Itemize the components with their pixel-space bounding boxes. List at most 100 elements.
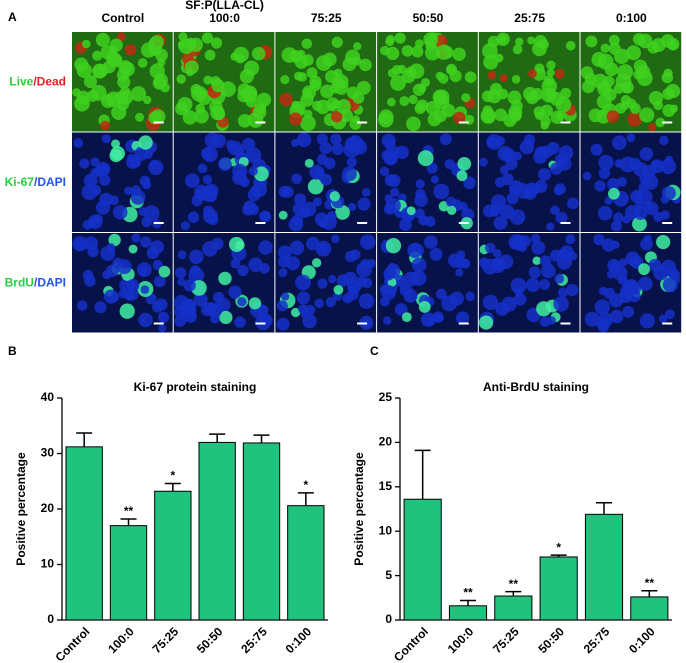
cell — [639, 172, 651, 185]
cell — [254, 102, 267, 114]
cell — [509, 209, 526, 225]
cell — [187, 211, 200, 224]
cell — [251, 46, 266, 61]
cell — [622, 305, 635, 318]
cell — [180, 221, 190, 231]
cell — [662, 277, 678, 293]
cell — [540, 115, 551, 127]
cell — [495, 136, 506, 146]
cell — [201, 32, 214, 44]
x-tick-label: 0:100 — [283, 624, 315, 656]
cell — [415, 179, 425, 189]
cell — [506, 192, 519, 205]
bar — [154, 490, 192, 621]
cell — [72, 88, 81, 97]
cell — [124, 291, 133, 300]
cell — [534, 145, 548, 159]
cell — [333, 284, 344, 295]
cell — [191, 195, 203, 207]
cell — [406, 116, 421, 132]
significance: ** — [463, 586, 473, 600]
cell — [226, 139, 236, 149]
cell — [134, 146, 149, 161]
cell — [174, 315, 186, 327]
cell — [347, 279, 362, 294]
cell — [498, 35, 507, 44]
cell — [245, 95, 258, 108]
cell — [143, 95, 152, 105]
significance: * — [556, 540, 561, 554]
cell — [158, 265, 171, 278]
cell — [510, 277, 527, 294]
x-tick-label: 25:75 — [238, 624, 270, 656]
cell — [112, 204, 128, 220]
cell — [306, 67, 318, 79]
cell — [387, 174, 401, 188]
micrograph — [580, 32, 682, 132]
cell — [87, 245, 99, 258]
error-bar — [414, 449, 431, 500]
cell — [379, 166, 390, 176]
cell — [202, 174, 213, 185]
cell — [546, 222, 555, 231]
cell — [150, 109, 166, 124]
cell — [278, 268, 288, 278]
cell — [230, 52, 239, 61]
cell — [428, 32, 438, 41]
cell — [489, 206, 500, 217]
micrograph — [478, 32, 580, 132]
cell — [633, 59, 648, 73]
cell — [638, 276, 653, 291]
cell — [304, 158, 314, 168]
cell — [417, 150, 434, 167]
panel-label: A — [8, 10, 17, 24]
x-tick-label: 100:0 — [445, 624, 477, 656]
cell — [378, 112, 394, 128]
cell — [301, 85, 317, 100]
cell — [197, 163, 208, 174]
cell — [414, 102, 426, 114]
cell — [639, 313, 655, 329]
cell — [383, 316, 392, 325]
cell — [607, 177, 620, 191]
cell — [116, 258, 132, 275]
cell — [298, 206, 311, 218]
y-tick-label: 5 — [385, 568, 392, 582]
cell — [323, 157, 336, 170]
cell — [452, 47, 466, 61]
cell — [482, 294, 499, 311]
cell — [90, 157, 100, 167]
cell — [342, 166, 357, 182]
cell — [418, 215, 429, 226]
cell — [204, 189, 218, 203]
significance: ** — [509, 577, 519, 591]
cell — [511, 75, 521, 84]
cell — [291, 101, 306, 116]
cell — [358, 293, 375, 309]
cell — [184, 60, 199, 75]
cell — [390, 75, 406, 91]
cell — [653, 100, 663, 111]
cell — [479, 157, 488, 167]
cell — [174, 267, 187, 279]
cell — [335, 205, 350, 220]
cell — [101, 94, 115, 108]
cell — [420, 312, 436, 327]
row-label-part: / — [34, 175, 38, 189]
cell — [106, 51, 122, 67]
cell — [536, 301, 552, 317]
cell — [465, 291, 475, 302]
cell — [94, 301, 107, 314]
cell — [486, 136, 498, 148]
cell — [627, 111, 642, 127]
cell — [660, 158, 676, 175]
cell — [296, 291, 311, 305]
cell — [106, 243, 116, 252]
x-tick-label: 75:25 — [150, 624, 182, 656]
cell — [604, 62, 619, 77]
cell — [447, 205, 457, 216]
cell — [490, 257, 506, 274]
cell — [124, 44, 137, 56]
cell — [211, 79, 225, 93]
column-label: 0:100 — [616, 11, 647, 25]
